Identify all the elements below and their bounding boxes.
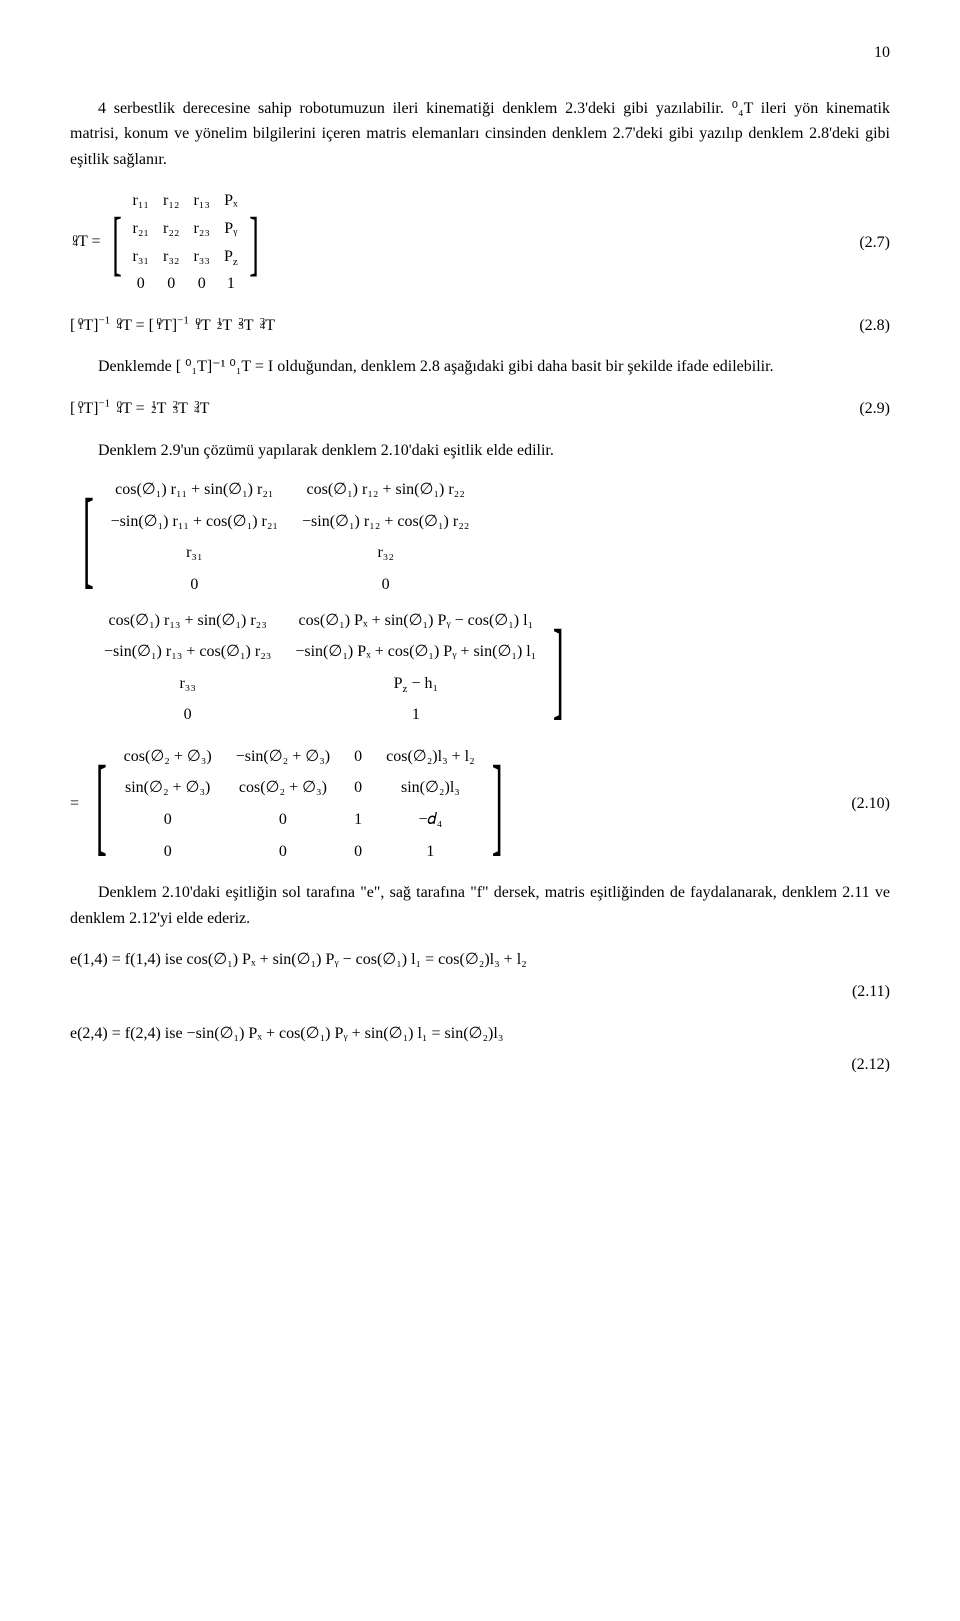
matrix-cell: Pₓ: [224, 188, 238, 214]
matrix-cell: −𝑑₄: [386, 807, 475, 833]
equation-2-11: e(1,4) = f(1,4) ise cos(∅₁) Pₓ + sin(∅₁)…: [70, 947, 890, 973]
eq212-text: e(2,4) = f(2,4) ise −sin(∅₁) Pₓ + cos(∅₁…: [70, 1021, 890, 1047]
matrix-cell: Pᵧ: [224, 216, 238, 242]
matrix-cell: 0: [193, 271, 209, 297]
matrix-cell: 0: [104, 702, 271, 728]
paragraph-2: Denklemde [ ⁰₁T]⁻¹ ⁰₁T = I olduğundan, d…: [70, 354, 890, 380]
matrix-cell: sin(∅₂)l₃: [386, 775, 475, 801]
matrix-cell: 0: [124, 807, 212, 833]
matrix-cell: r₃₃: [193, 244, 209, 270]
matrix-cell: 0: [236, 839, 330, 865]
matrix-cell: 1: [224, 271, 238, 297]
page-number: 10: [70, 40, 890, 66]
eq210-prefix: =: [70, 795, 79, 812]
matrix-cell: Pz − h₁: [295, 671, 536, 697]
matrix-cell: 0: [354, 775, 362, 801]
eq27-prefix: 04T =: [70, 233, 105, 250]
equation-2-12: e(2,4) = f(2,4) ise −sin(∅₁) Pₓ + cos(∅₁…: [70, 1021, 890, 1047]
matrix-cell: −sin(∅₁) r₁₃ + cos(∅₁) r₂₃: [104, 639, 271, 665]
matrix-cell: r₂₂: [163, 216, 179, 242]
matrix-cell: cos(∅₂)l₃ + l₂: [386, 744, 475, 770]
matrix-cell: r₃₁: [133, 244, 149, 270]
matrix-cell: r₃₃: [104, 671, 271, 697]
matrix-cell: r₃₂: [163, 244, 179, 270]
matrix-cell: 1: [386, 839, 475, 865]
matrix-cell: Pz: [224, 244, 238, 270]
equation-2-10: [ cos(∅₁) r₁₁ + sin(∅₁) r₂₁cos(∅₁) r₁₂ +…: [70, 477, 890, 864]
matrix-cell: sin(∅₂ + ∅₃): [124, 775, 212, 801]
matrix-cell: 0: [302, 572, 469, 598]
matrix-cell: 0: [124, 839, 212, 865]
matrix-cell: 0: [163, 271, 179, 297]
matrix-cell: 0: [236, 807, 330, 833]
matrix-cell: cos(∅₁) Pₓ + sin(∅₁) Pᵧ − cos(∅₁) l₁: [295, 608, 536, 634]
equation-2-9: [01T]−1 04T = 12T 23T 34T (2.9): [70, 396, 890, 422]
eq211-number: (2.11): [830, 979, 890, 1005]
matrix-cell: r₃₁: [111, 540, 278, 566]
matrix-cell: r₂₃: [193, 216, 209, 242]
eq29-text: [01T]−1 04T = 12T 23T 34T: [70, 396, 830, 422]
eq29-number: (2.9): [830, 396, 890, 422]
matrix-cell: cos(∅₂ + ∅₃): [124, 744, 212, 770]
matrix-cell: −sin(∅₂ + ∅₃): [236, 744, 330, 770]
eq27-number: (2.7): [830, 230, 890, 256]
eq28-number: (2.8): [830, 313, 890, 339]
matrix-cell: 1: [295, 702, 536, 728]
paragraph-1: 4 serbestlik derecesine sahip robotumuzu…: [70, 96, 890, 173]
matrix-cell: 0: [354, 744, 362, 770]
eq211-text: e(1,4) = f(1,4) ise cos(∅₁) Pₓ + sin(∅₁)…: [70, 947, 890, 973]
matrix-cell: 0: [354, 839, 362, 865]
matrix-cell: cos(∅₁) r₁₂ + sin(∅₁) r₂₂: [302, 477, 469, 503]
matrix-cell: cos(∅₁) r₁₁ + sin(∅₁) r₂₁: [111, 477, 278, 503]
matrix-cell: 1: [354, 807, 362, 833]
matrix-cell: cos(∅₂ + ∅₃): [236, 775, 330, 801]
matrix-cell: cos(∅₁) r₁₃ + sin(∅₁) r₂₃: [104, 608, 271, 634]
paragraph-4: Denklem 2.10'daki eşitliğin sol tarafına…: [70, 880, 890, 931]
matrix-cell: r₁₁: [133, 188, 149, 214]
matrix-cell: 0: [133, 271, 149, 297]
matrix-cell: r₃₂: [302, 540, 469, 566]
equation-2-7: 04T = [ r₁₁r₁₂r₁₃Pₓr₂₁r₂₂r₂₃Pᵧr₃₁r₃₂r₃₃P…: [70, 188, 890, 296]
eq212-number: (2.12): [830, 1052, 890, 1078]
matrix-cell: −sin(∅₁) r₁₂ + cos(∅₁) r₂₂: [302, 509, 469, 535]
equation-2-8: [01T]−1 04T = [01T]−1 01T 12T 23T 34T (2…: [70, 313, 890, 339]
matrix-cell: −sin(∅₁) r₁₁ + cos(∅₁) r₂₁: [111, 509, 278, 535]
matrix-cell: r₁₃: [193, 188, 209, 214]
paragraph-3: Denklem 2.9'un çözümü yapılarak denklem …: [70, 438, 890, 464]
eq210-number: (2.10): [830, 791, 890, 817]
matrix-cell: r₂₁: [133, 216, 149, 242]
matrix-cell: 0: [111, 572, 278, 598]
matrix-cell: −sin(∅₁) Pₓ + cos(∅₁) Pᵧ + sin(∅₁) l₁: [295, 639, 536, 665]
matrix-cell: r₁₂: [163, 188, 179, 214]
eq28-text: [01T]−1 04T = [01T]−1 01T 12T 23T 34T: [70, 313, 830, 339]
